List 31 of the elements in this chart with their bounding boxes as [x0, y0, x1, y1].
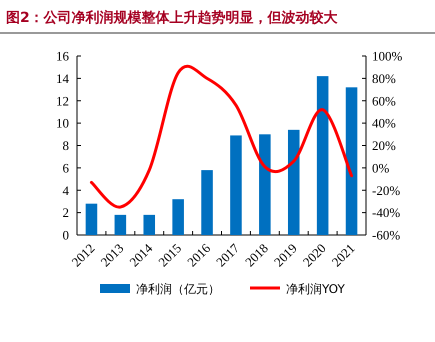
y-tick-label: 10	[56, 116, 69, 131]
bar	[201, 170, 213, 235]
y-tick-label: 6	[62, 160, 70, 176]
y-tick-label: 2	[62, 205, 69, 220]
y2-tick-label: -20%	[372, 182, 400, 198]
y2-tick-label: -40%	[372, 205, 400, 220]
bar	[143, 214, 156, 235]
legend-label: 净利润（亿元）	[136, 282, 220, 296]
bar	[259, 134, 271, 235]
legend-label: 净利润YOY	[286, 282, 346, 296]
bar	[172, 199, 184, 235]
y-tick-label: 4	[62, 182, 70, 198]
y-tick-label: 14	[56, 70, 70, 86]
y2-tick-label: 40%	[372, 116, 396, 131]
bar	[230, 135, 242, 235]
bar	[288, 130, 300, 235]
y2-tick-label: 0%	[372, 160, 390, 176]
bar	[114, 214, 126, 235]
y-tick-label: 12	[56, 93, 69, 108]
y-tick-label: 0	[62, 228, 69, 242]
y2-tick-label: 20%	[372, 138, 396, 153]
bar	[316, 76, 328, 235]
y-tick-label: 8	[62, 138, 69, 153]
bar	[86, 204, 98, 235]
y-tick-label: 16	[56, 48, 70, 64]
bar	[346, 87, 358, 235]
y2-tick-label: 100%	[372, 48, 402, 64]
y2-tick-label: 80%	[372, 70, 396, 86]
y2-tick-label: 60%	[372, 93, 396, 108]
chart-title: 图2：公司净利润规模整体上升趋势明显，但波动较大	[6, 9, 339, 26]
y2-tick-label: -60%	[372, 228, 400, 242]
